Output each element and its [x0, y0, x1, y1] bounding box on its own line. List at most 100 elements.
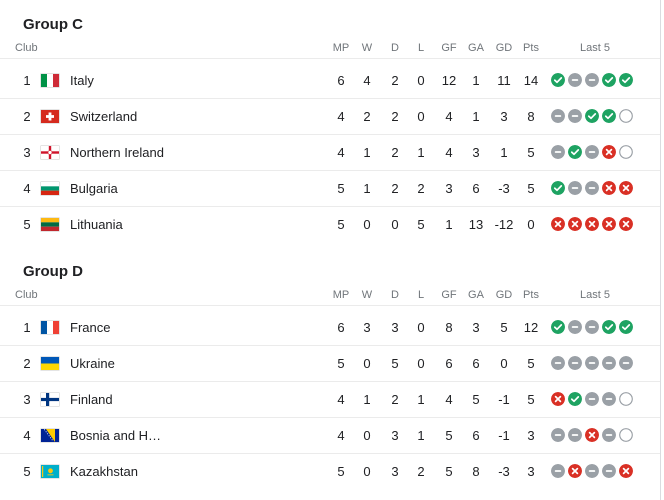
last-5-form — [551, 453, 633, 489]
table-row[interactable]: 5 Kazakhstan 5 0 3 2 5 8 -3 3 — [0, 453, 660, 489]
finland-flag — [39, 381, 61, 417]
stat-mp: 4 — [337, 144, 345, 160]
draw-icon[interactable] — [585, 464, 599, 478]
draw-icon[interactable] — [551, 356, 565, 370]
loss-icon[interactable] — [602, 181, 616, 195]
loss-icon[interactable] — [585, 428, 599, 442]
draw-icon[interactable] — [585, 145, 599, 159]
draw-icon[interactable] — [568, 428, 582, 442]
table-row[interactable]: 2 Switzerland 4 2 2 0 4 1 3 8 — [0, 98, 660, 135]
position: 5 — [23, 463, 31, 479]
last-5-form — [551, 98, 633, 134]
draw-icon[interactable] — [585, 356, 599, 370]
team-name[interactable]: Switzerland — [70, 108, 138, 124]
stat-gf: 4 — [445, 108, 453, 124]
no-result-icon[interactable] — [619, 428, 633, 442]
france-flag — [39, 309, 61, 345]
stat-mp: 4 — [337, 108, 345, 124]
draw-icon[interactable] — [602, 356, 616, 370]
team-name[interactable]: Bosnia and H… — [70, 427, 162, 443]
loss-icon[interactable] — [568, 217, 582, 231]
win-icon[interactable] — [602, 73, 616, 87]
loss-icon[interactable] — [568, 464, 582, 478]
team-name[interactable]: Northern Ireland — [70, 144, 164, 160]
position: 1 — [23, 319, 31, 335]
stat-mp: 5 — [337, 355, 345, 371]
win-icon[interactable] — [551, 320, 565, 334]
table-row[interactable]: 5 Lithuania 5 0 0 5 1 13 -12 0 — [0, 206, 660, 242]
draw-icon[interactable] — [568, 320, 582, 334]
bulgaria-flag — [39, 170, 61, 206]
header-mp: MP — [332, 289, 350, 301]
loss-icon[interactable] — [585, 217, 599, 231]
draw-icon[interactable] — [551, 464, 565, 478]
stat-w: 0 — [363, 427, 371, 443]
loss-icon[interactable] — [551, 392, 565, 406]
no-result-icon[interactable] — [619, 392, 633, 406]
win-icon[interactable] — [551, 73, 565, 87]
win-icon[interactable] — [585, 109, 599, 123]
stat-d: 2 — [391, 108, 399, 124]
draw-icon[interactable] — [568, 109, 582, 123]
draw-icon[interactable] — [551, 145, 565, 159]
table-row[interactable]: 4 Bulgaria 5 1 2 2 3 6 -3 5 — [0, 170, 660, 207]
draw-icon[interactable] — [602, 428, 616, 442]
loss-icon[interactable] — [602, 145, 616, 159]
draw-icon[interactable] — [568, 73, 582, 87]
stat-w: 2 — [363, 108, 371, 124]
draw-icon[interactable] — [551, 428, 565, 442]
win-icon[interactable] — [602, 320, 616, 334]
loss-icon[interactable] — [551, 217, 565, 231]
draw-icon[interactable] — [585, 320, 599, 334]
draw-icon[interactable] — [568, 356, 582, 370]
table-row[interactable]: 3 Northern Ireland 4 1 2 1 4 3 1 5 — [0, 134, 660, 171]
win-icon[interactable] — [551, 181, 565, 195]
team-name[interactable]: Italy — [70, 72, 94, 88]
no-result-icon[interactable] — [619, 109, 633, 123]
stat-ga: 1 — [472, 72, 480, 88]
stat-w: 3 — [363, 319, 371, 335]
win-icon[interactable] — [619, 320, 633, 334]
loss-icon[interactable] — [619, 217, 633, 231]
stat-gd: -3 — [498, 463, 510, 479]
stat-d: 2 — [391, 180, 399, 196]
table-row[interactable]: 3 Finland 4 1 2 1 4 5 -1 5 — [0, 381, 660, 418]
no-result-icon[interactable] — [619, 145, 633, 159]
draw-icon[interactable] — [585, 181, 599, 195]
header-ga: GA — [468, 289, 484, 301]
win-icon[interactable] — [602, 109, 616, 123]
table-row[interactable]: 1 France 6 3 3 0 8 3 5 12 — [0, 309, 660, 346]
table-row[interactable]: 4 Bosnia and H… 4 0 3 1 5 6 -1 3 — [0, 417, 660, 454]
position: 2 — [23, 108, 31, 124]
last-5-form — [551, 345, 633, 381]
draw-icon[interactable] — [602, 464, 616, 478]
draw-icon[interactable] — [602, 392, 616, 406]
loss-icon[interactable] — [619, 464, 633, 478]
kazakhstan-flag — [39, 453, 61, 489]
team-name[interactable]: France — [70, 319, 111, 335]
stat-w: 1 — [363, 180, 371, 196]
draw-icon[interactable] — [585, 392, 599, 406]
stat-mp: 5 — [337, 463, 345, 479]
loss-icon[interactable] — [619, 181, 633, 195]
stat-pts: 8 — [527, 108, 535, 124]
draw-icon[interactable] — [585, 73, 599, 87]
loss-icon[interactable] — [602, 217, 616, 231]
stat-gf: 4 — [445, 144, 453, 160]
draw-icon[interactable] — [551, 109, 565, 123]
team-name[interactable]: Bulgaria — [70, 180, 118, 196]
last-5-form — [551, 134, 633, 170]
team-name[interactable]: Finland — [70, 391, 113, 407]
stat-l: 1 — [417, 427, 425, 443]
win-icon[interactable] — [619, 73, 633, 87]
team-name[interactable]: Kazakhstan — [70, 463, 138, 479]
table-row[interactable]: 1 Italy 6 4 2 0 12 1 11 14 — [0, 62, 660, 99]
draw-icon[interactable] — [619, 356, 633, 370]
win-icon[interactable] — [568, 392, 582, 406]
draw-icon[interactable] — [568, 181, 582, 195]
stat-pts: 3 — [527, 427, 535, 443]
team-name[interactable]: Lithuania — [70, 216, 123, 232]
team-name[interactable]: Ukraine — [70, 355, 115, 371]
table-row[interactable]: 2 Ukraine 5 0 5 0 6 6 0 5 — [0, 345, 660, 382]
win-icon[interactable] — [568, 145, 582, 159]
